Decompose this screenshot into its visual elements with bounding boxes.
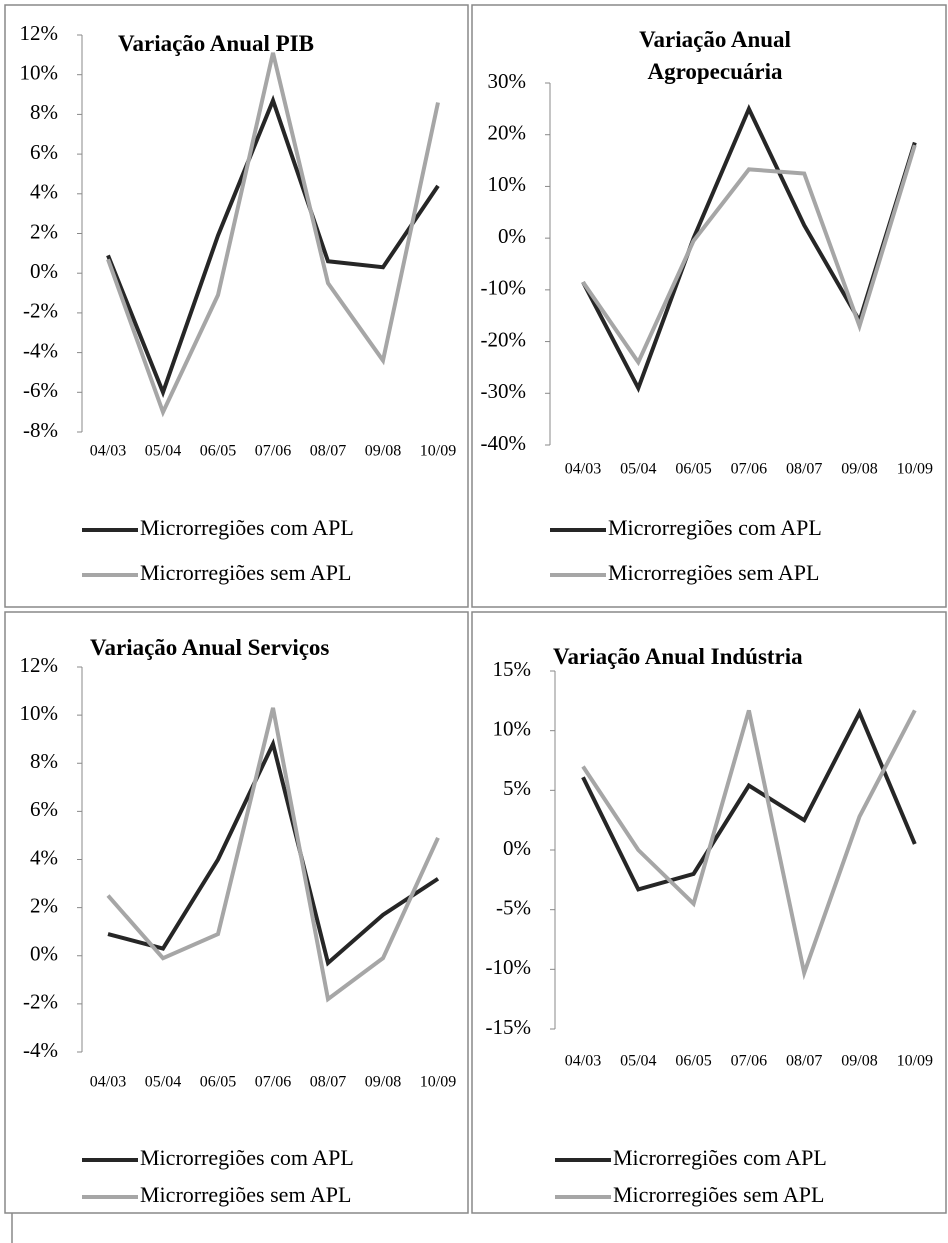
x-tick-label: 07/06 <box>255 443 291 460</box>
x-tick-label: 08/07 <box>786 1053 822 1070</box>
x-tick-label: 05/04 <box>145 443 181 460</box>
y-tick-label: 2% <box>30 893 58 917</box>
series-line <box>581 709 917 981</box>
legend-label: Microrregiões com APL <box>608 515 822 540</box>
series-line <box>107 738 440 967</box>
y-tick-label: 12% <box>20 653 59 677</box>
y-tick-label: 5% <box>503 776 531 800</box>
y-tick-label: 12% <box>20 21 59 45</box>
y-tick-label: 15% <box>493 657 532 681</box>
x-tick-label: 09/08 <box>365 1074 401 1091</box>
x-tick-label: 08/07 <box>310 1074 346 1091</box>
y-tick-label: -4% <box>23 338 58 362</box>
y-tick-label: -8% <box>23 418 58 442</box>
y-tick-label: 20% <box>488 121 527 145</box>
x-tick-label: 06/05 <box>675 461 711 478</box>
y-tick-label: -2% <box>23 990 58 1014</box>
x-tick-label: 10/09 <box>897 461 933 478</box>
y-tick-label: 6% <box>30 797 58 821</box>
y-tick-label: 8% <box>30 749 58 773</box>
panel-border <box>471 4 947 608</box>
y-tick-label: 10% <box>488 172 527 196</box>
x-tick-label: 10/09 <box>897 1053 933 1070</box>
y-tick-label: -30% <box>481 379 527 403</box>
y-tick-label: -2% <box>23 299 58 323</box>
y-tick-label: 4% <box>30 180 58 204</box>
y-tick-label: 10% <box>493 716 532 740</box>
legend-label: Microrregiões com APL <box>613 1145 827 1170</box>
y-tick-label: 2% <box>30 219 58 243</box>
panel-border <box>4 4 469 608</box>
y-tick-label: 4% <box>30 845 58 869</box>
series-line <box>581 144 917 367</box>
chart-title: Variação Anual Agropecuária <box>639 27 791 84</box>
x-tick-label: 04/03 <box>90 443 126 460</box>
x-tick-label: 04/03 <box>565 461 601 478</box>
y-tick-label: 0% <box>30 259 58 283</box>
series-line <box>106 94 440 398</box>
x-tick-label: 10/09 <box>420 443 456 460</box>
x-tick-label: 08/07 <box>310 443 346 460</box>
x-tick-label: 04/03 <box>565 1053 601 1070</box>
x-tick-label: 07/06 <box>255 1074 291 1091</box>
x-tick-label: 05/04 <box>620 1053 656 1070</box>
x-tick-label: 04/03 <box>90 1074 126 1091</box>
y-tick-label: -6% <box>23 378 58 402</box>
legend-label: Microrregiões com APL <box>140 515 354 540</box>
x-tick-label: 08/07 <box>786 461 822 478</box>
x-tick-label: 09/08 <box>365 443 401 460</box>
chart-title: Variação Anual Serviços <box>90 635 330 660</box>
y-tick-label: 0% <box>30 942 58 966</box>
legend-label: Microrregiões sem APL <box>613 1182 824 1207</box>
y-tick-label: -5% <box>496 895 531 919</box>
x-tick-label: 07/06 <box>731 1053 767 1070</box>
panel-border <box>471 611 947 1214</box>
x-tick-label: 10/09 <box>420 1074 456 1091</box>
x-tick-label: 06/05 <box>675 1053 711 1070</box>
y-tick-label: -10% <box>486 955 532 979</box>
legend-label: Microrregiões sem APL <box>608 560 819 585</box>
y-tick-label: -40% <box>481 431 527 455</box>
y-tick-label: 30% <box>488 69 527 93</box>
legend-label: Microrregiões sem APL <box>140 560 351 585</box>
legend-label: Microrregiões com APL <box>140 1145 354 1170</box>
y-tick-label: 6% <box>30 140 58 164</box>
y-tick-label: -10% <box>481 276 527 300</box>
y-tick-label: 10% <box>20 701 59 725</box>
series-line <box>581 708 917 892</box>
y-tick-label: -15% <box>486 1015 532 1039</box>
y-tick-label: 0% <box>503 836 531 860</box>
x-tick-label: 05/04 <box>620 461 656 478</box>
x-tick-label: 09/08 <box>841 461 877 478</box>
y-tick-label: 10% <box>20 61 59 85</box>
x-tick-label: 06/05 <box>200 443 236 460</box>
series-line <box>106 52 440 418</box>
panel-border <box>4 611 469 1214</box>
x-tick-label: 09/08 <box>841 1053 877 1070</box>
y-tick-label: 0% <box>498 224 526 248</box>
chart-title: Variação Anual Indústria <box>553 644 803 669</box>
x-tick-label: 07/06 <box>731 461 767 478</box>
x-tick-label: 05/04 <box>145 1074 181 1091</box>
x-tick-label: 06/05 <box>200 1074 236 1091</box>
chart-title: Variação Anual PIB <box>118 31 314 56</box>
series-line <box>581 103 917 394</box>
y-tick-label: -20% <box>481 327 527 351</box>
y-tick-label: 8% <box>30 100 58 124</box>
legend-label: Microrregiões sem APL <box>140 1182 351 1207</box>
y-tick-label: -4% <box>23 1038 58 1062</box>
series-line <box>106 707 440 1003</box>
